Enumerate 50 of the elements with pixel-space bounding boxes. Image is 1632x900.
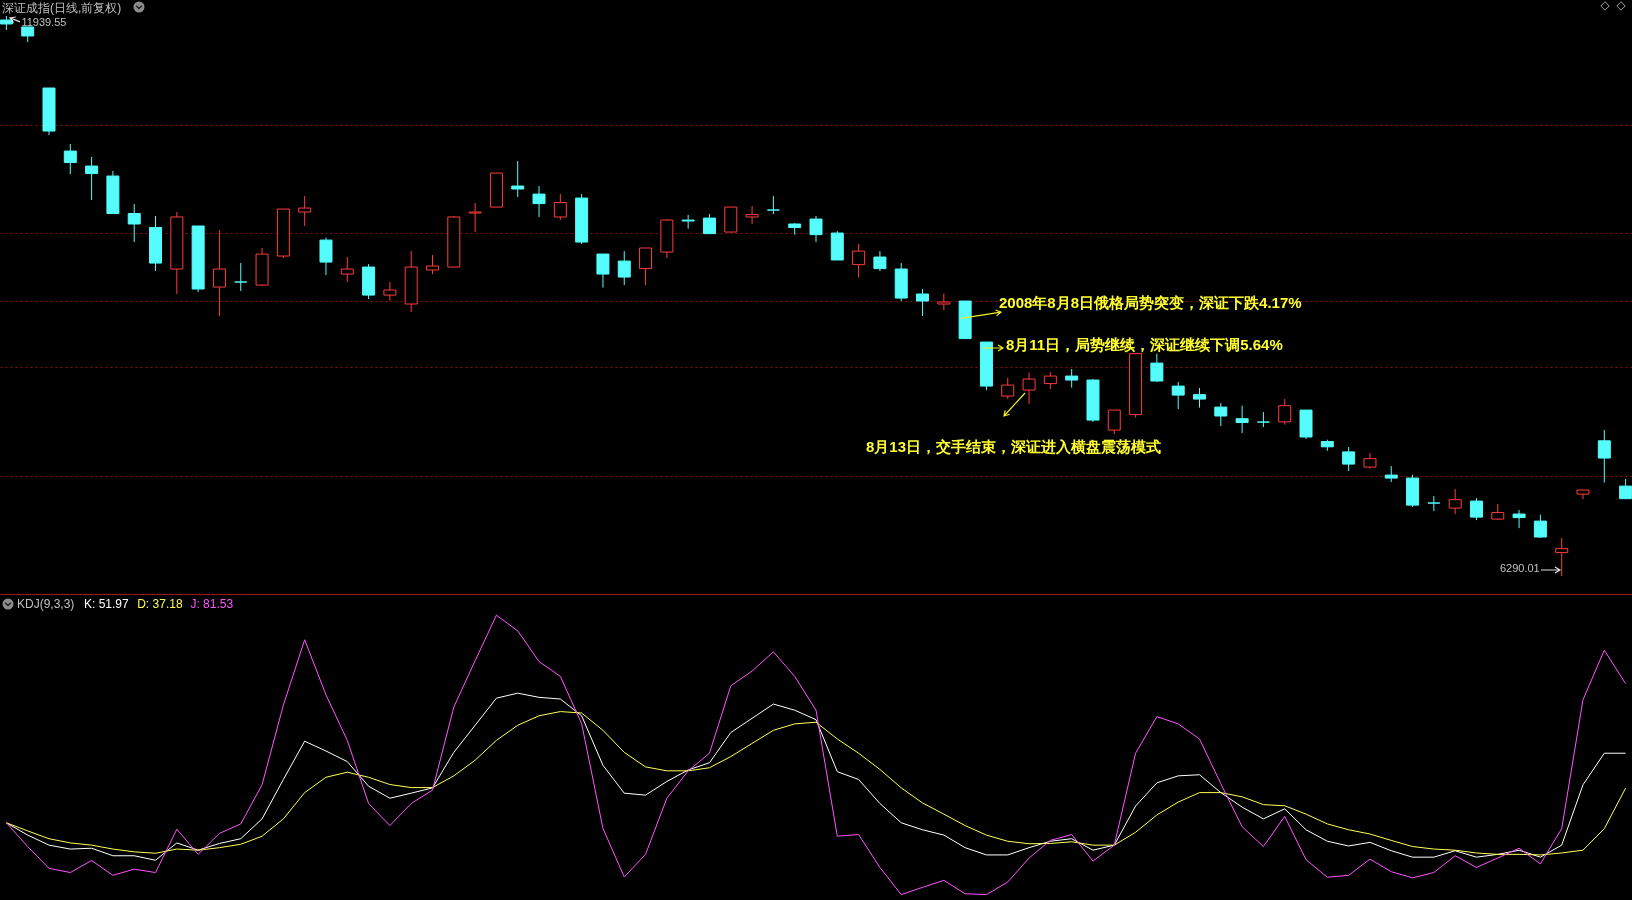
candlestick [383, 281, 397, 302]
candlestick [85, 156, 99, 201]
candlestick [234, 262, 248, 292]
candlestick [298, 195, 312, 227]
candlestick [1193, 387, 1206, 409]
candlestick [1235, 405, 1249, 434]
annotation: 6290.01 [1499, 562, 1540, 574]
text: J: 81.53 [190, 597, 234, 611]
candlestick [1342, 446, 1356, 472]
candlestick [1448, 488, 1462, 515]
candlestick [1512, 509, 1526, 529]
candlestick [745, 205, 759, 225]
candlestick [511, 160, 525, 198]
candlestick [639, 247, 653, 286]
candlestick [1214, 402, 1228, 427]
candlestick [1150, 353, 1164, 383]
candlestick [340, 256, 354, 283]
candlestick [468, 202, 482, 233]
candlestick [1001, 377, 1015, 400]
candlestick [702, 213, 716, 235]
chart-title: 深证成指(日线,前复权) [2, 1, 122, 15]
text: D: 37.18 [137, 597, 183, 611]
chart-title: KDJ(9,3,3) [17, 597, 75, 611]
candlestick [1597, 429, 1611, 484]
candlestick [63, 143, 77, 175]
candlestick [553, 193, 567, 221]
candlestick [1065, 368, 1079, 389]
candlestick [532, 185, 546, 218]
candlestick [1427, 495, 1441, 512]
candlestick [1469, 497, 1483, 521]
annotation: 11939.55 [21, 16, 67, 28]
candlestick [617, 250, 631, 286]
candlestick [127, 203, 141, 243]
candlestick [809, 215, 823, 243]
candlestick [596, 253, 610, 289]
annotation: 8月11日，局势继续，深证继续下调5.64% [1006, 336, 1283, 353]
candlestick [1171, 381, 1185, 410]
candlestick [916, 288, 930, 317]
text: K: 51.97 [84, 597, 130, 611]
candlestick [1107, 409, 1121, 435]
annotation: 8月13日，交手结束，深证进入横盘震荡模式 [866, 438, 1162, 455]
candlestick [319, 237, 333, 276]
candlestick [1022, 372, 1036, 405]
candlestick [852, 243, 866, 279]
candlestick [1278, 398, 1292, 426]
candlestick [426, 254, 439, 275]
candlestick [873, 250, 887, 272]
annotation: 2008年8月8日俄格局势突变，深证下跌4.17% [999, 294, 1302, 311]
candlestick [1555, 537, 1569, 577]
candlestick [212, 229, 226, 317]
